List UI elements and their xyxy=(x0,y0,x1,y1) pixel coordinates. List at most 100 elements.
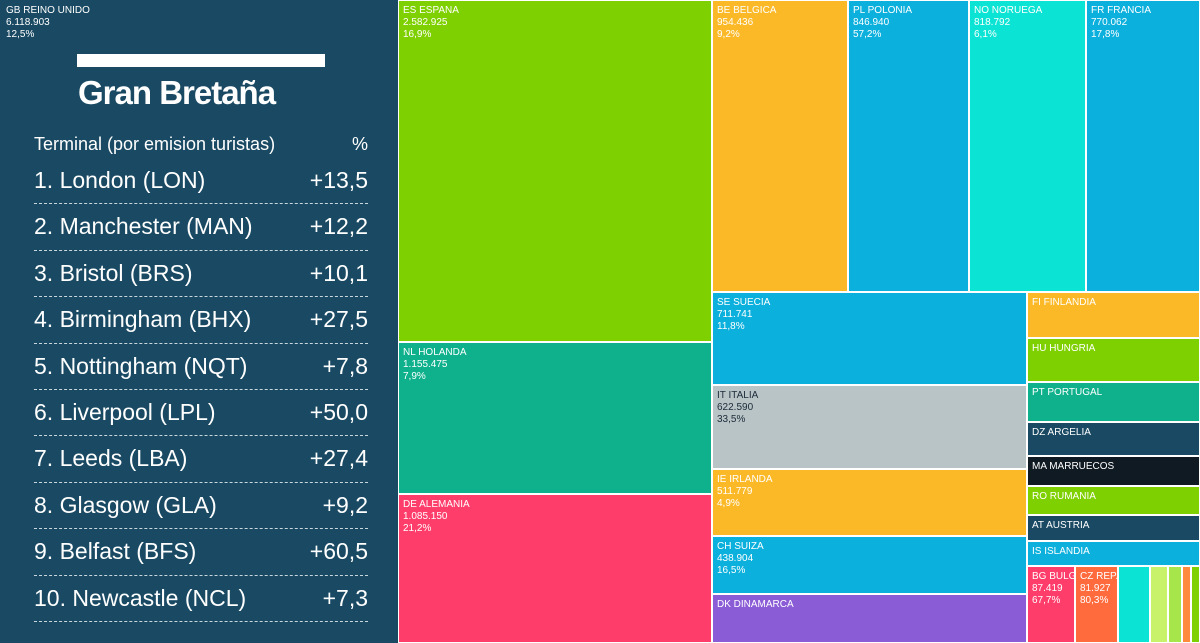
title-accent-bar xyxy=(77,54,325,67)
tile-bg-pct: 67,7% xyxy=(1032,595,1061,606)
uk-terminal-row: 10. Newcastle (NCL) +7,3 xyxy=(34,576,368,622)
uk-terminal-value: +10,1 xyxy=(309,259,368,286)
tile-is-name: IS ISLANDIA xyxy=(1032,546,1090,557)
tile-ma: MA MARRUECOS xyxy=(1027,456,1200,486)
tile-small-5 xyxy=(1191,566,1200,643)
tile-gb-labels: GB REINO UNIDO 6.118.903 12,5% xyxy=(6,5,90,41)
uk-breakdown-list: 1. London (LON) +13,5 2. Manchester (MAN) +… xyxy=(34,158,368,622)
uk-terminal-row: 9. Belfast (BFS) +60,5 xyxy=(34,529,368,576)
tile-gb-value: 6.118.903 xyxy=(6,17,50,28)
tile-bg-name: BG BULG... xyxy=(1032,571,1074,582)
tile-pl-value: 846.940 xyxy=(853,17,890,28)
uk-terminal-value: +50,0 xyxy=(309,398,368,425)
tile-dz-name: DZ ARGELIA xyxy=(1032,427,1091,438)
tile-cz-name: CZ REP... xyxy=(1080,571,1118,582)
tile-be-pct: 9,2% xyxy=(717,29,740,40)
uk-terminal-row: 3. Bristol (BRS) +10,1 xyxy=(34,251,368,298)
uk-terminal-row: 8. Glasgow (GLA) +9,2 xyxy=(34,483,368,530)
tile-fi-labels: FI FINLANDIA xyxy=(1032,297,1096,309)
uk-terminal-name: 4. Birmingham (BHX) xyxy=(34,306,252,333)
tile-ch-labels: CH SUIZA 438.904 16,5% xyxy=(717,541,764,577)
tile-it-labels: IT ITALIA 622.590 33,5% xyxy=(717,390,758,426)
uk-terminal-name: 9. Belfast (BFS) xyxy=(34,538,197,565)
tile-hu: HU HUNGRIA xyxy=(1027,338,1200,382)
tile-se-pct: 11,8% xyxy=(717,321,745,332)
uk-terminal-row: 2. Manchester (MAN) +12,2 xyxy=(34,204,368,251)
tile-pl-pct: 57,2% xyxy=(853,29,882,40)
tile-pl-name: PL POLONIA xyxy=(853,5,913,16)
tile-is-labels: IS ISLANDIA xyxy=(1032,546,1090,558)
tile-ch: CH SUIZA 438.904 16,5% xyxy=(712,536,1027,594)
tile-at-labels: AT AUSTRIA xyxy=(1032,520,1089,532)
tile-ro-name: RO RUMANIA xyxy=(1032,491,1096,502)
tile-pt-labels: PT PORTUGAL xyxy=(1032,387,1102,399)
tile-es-pct: 16,9% xyxy=(403,29,432,40)
uk-terminal-value: +12,2 xyxy=(309,213,368,240)
uk-terminal-row: 7. Leeds (LBA) +27,4 xyxy=(34,436,368,483)
tile-se-name: SE SUECIA xyxy=(717,297,771,308)
tile-dk: DK DINAMARCA xyxy=(712,594,1027,643)
uk-breakdown-header: Terminal (por emision turistas) % xyxy=(34,134,368,155)
tile-it-value: 622.590 xyxy=(717,402,754,413)
tile-ro: RO RUMANIA xyxy=(1027,486,1200,515)
tile-es-value: 2.582.925 xyxy=(403,17,448,28)
tile-it-pct: 33,5% xyxy=(717,414,746,425)
tile-small-1 xyxy=(1118,566,1150,643)
tile-hu-name: HU HUNGRIA xyxy=(1032,343,1096,354)
uk-terminal-name: 2. Manchester (MAN) xyxy=(34,213,253,240)
tile-pl-labels: PL POLONIA 846.940 57,2% xyxy=(853,5,912,41)
tile-es-name: ES ESPANA xyxy=(403,5,459,16)
tile-at-name: AT AUSTRIA xyxy=(1032,520,1090,531)
tile-small-3 xyxy=(1168,566,1182,643)
tile-ma-name: MA MARRUECOS xyxy=(1032,461,1115,472)
column-label-percent: % xyxy=(351,134,368,154)
uk-terminal-name: 3. Bristol (BRS) xyxy=(34,259,193,286)
tile-fr-value: 770.062 xyxy=(1091,17,1128,28)
uk-terminal-name: 1. London (LON) xyxy=(34,167,206,193)
tile-bg-value: 87.419 xyxy=(1032,583,1063,594)
uk-terminal-row: 1. London (LON) +13,5 xyxy=(34,158,368,205)
uk-terminal-row: 6. Liverpool (LPL) +50,0 xyxy=(34,390,368,437)
tile-be-labels: BE BELGICA 954.436 9,2% xyxy=(717,5,776,41)
tile-de: DE ALEMANIA 1.085.150 21,2% xyxy=(398,494,712,643)
tile-ma-labels: MA MARRUECOS xyxy=(1032,461,1114,473)
tile-dk-labels: DK DINAMARCA xyxy=(717,599,794,611)
uk-terminal-value: +27,4 xyxy=(309,445,368,472)
tile-se: SE SUECIA 711.741 11,8% xyxy=(712,292,1027,385)
tile-fr-pct: 17,8% xyxy=(1091,29,1120,40)
tile-no-value: 818.792 xyxy=(974,17,1011,28)
uk-terminal-value: +7,3 xyxy=(322,584,368,611)
tile-se-value: 711.741 xyxy=(717,309,753,320)
tile-de-value: 1.085.150 xyxy=(403,511,448,522)
tile-de-pct: 21,2% xyxy=(403,523,432,534)
tile-cz-pct: 80,3% xyxy=(1080,595,1109,606)
tile-nl: NL HOLANDA 1.155.475 7,9% xyxy=(398,342,712,494)
tile-fr-labels: FR FRANCIA 770.062 17,8% xyxy=(1091,5,1151,41)
uk-terminal-value: +9,2 xyxy=(322,491,368,518)
tile-hu-labels: HU HUNGRIA xyxy=(1032,343,1095,355)
uk-terminal-name: 8. Glasgow (GLA) xyxy=(34,491,217,518)
tile-dk-name: DK DINAMARCA xyxy=(717,599,794,610)
tile-cz-value: 81.927 xyxy=(1080,583,1111,594)
tile-fi-name: FI FINLANDIA xyxy=(1032,297,1096,308)
tile-dz-labels: DZ ARGELIA xyxy=(1032,427,1091,439)
tile-se-labels: SE SUECIA 711.741 11,8% xyxy=(717,297,770,333)
tile-nl-value: 1.155.475 xyxy=(403,359,448,370)
tile-es: ES ESPANA 2.582.925 16,9% xyxy=(398,0,712,342)
tile-no-name: NO NORUEGA xyxy=(974,5,1043,16)
uk-terminal-value: +27,5 xyxy=(309,306,368,333)
uk-terminal-name: 10. Newcastle (NCL) xyxy=(34,584,247,611)
uk-breakdown-title: Gran Bretaña xyxy=(78,74,276,111)
tile-be: BE BELGICA 954.436 9,2% xyxy=(712,0,848,292)
uk-terminal-row: 5. Nottingham (NQT) +7,8 xyxy=(34,344,368,390)
tile-de-name: DE ALEMANIA xyxy=(403,499,470,510)
tile-no: NO NORUEGA 818.792 6,1% xyxy=(969,0,1086,292)
tile-fr: FR FRANCIA 770.062 17,8% xyxy=(1086,0,1200,292)
uk-terminal-value: +60,5 xyxy=(309,538,368,565)
tile-at: AT AUSTRIA xyxy=(1027,515,1200,541)
